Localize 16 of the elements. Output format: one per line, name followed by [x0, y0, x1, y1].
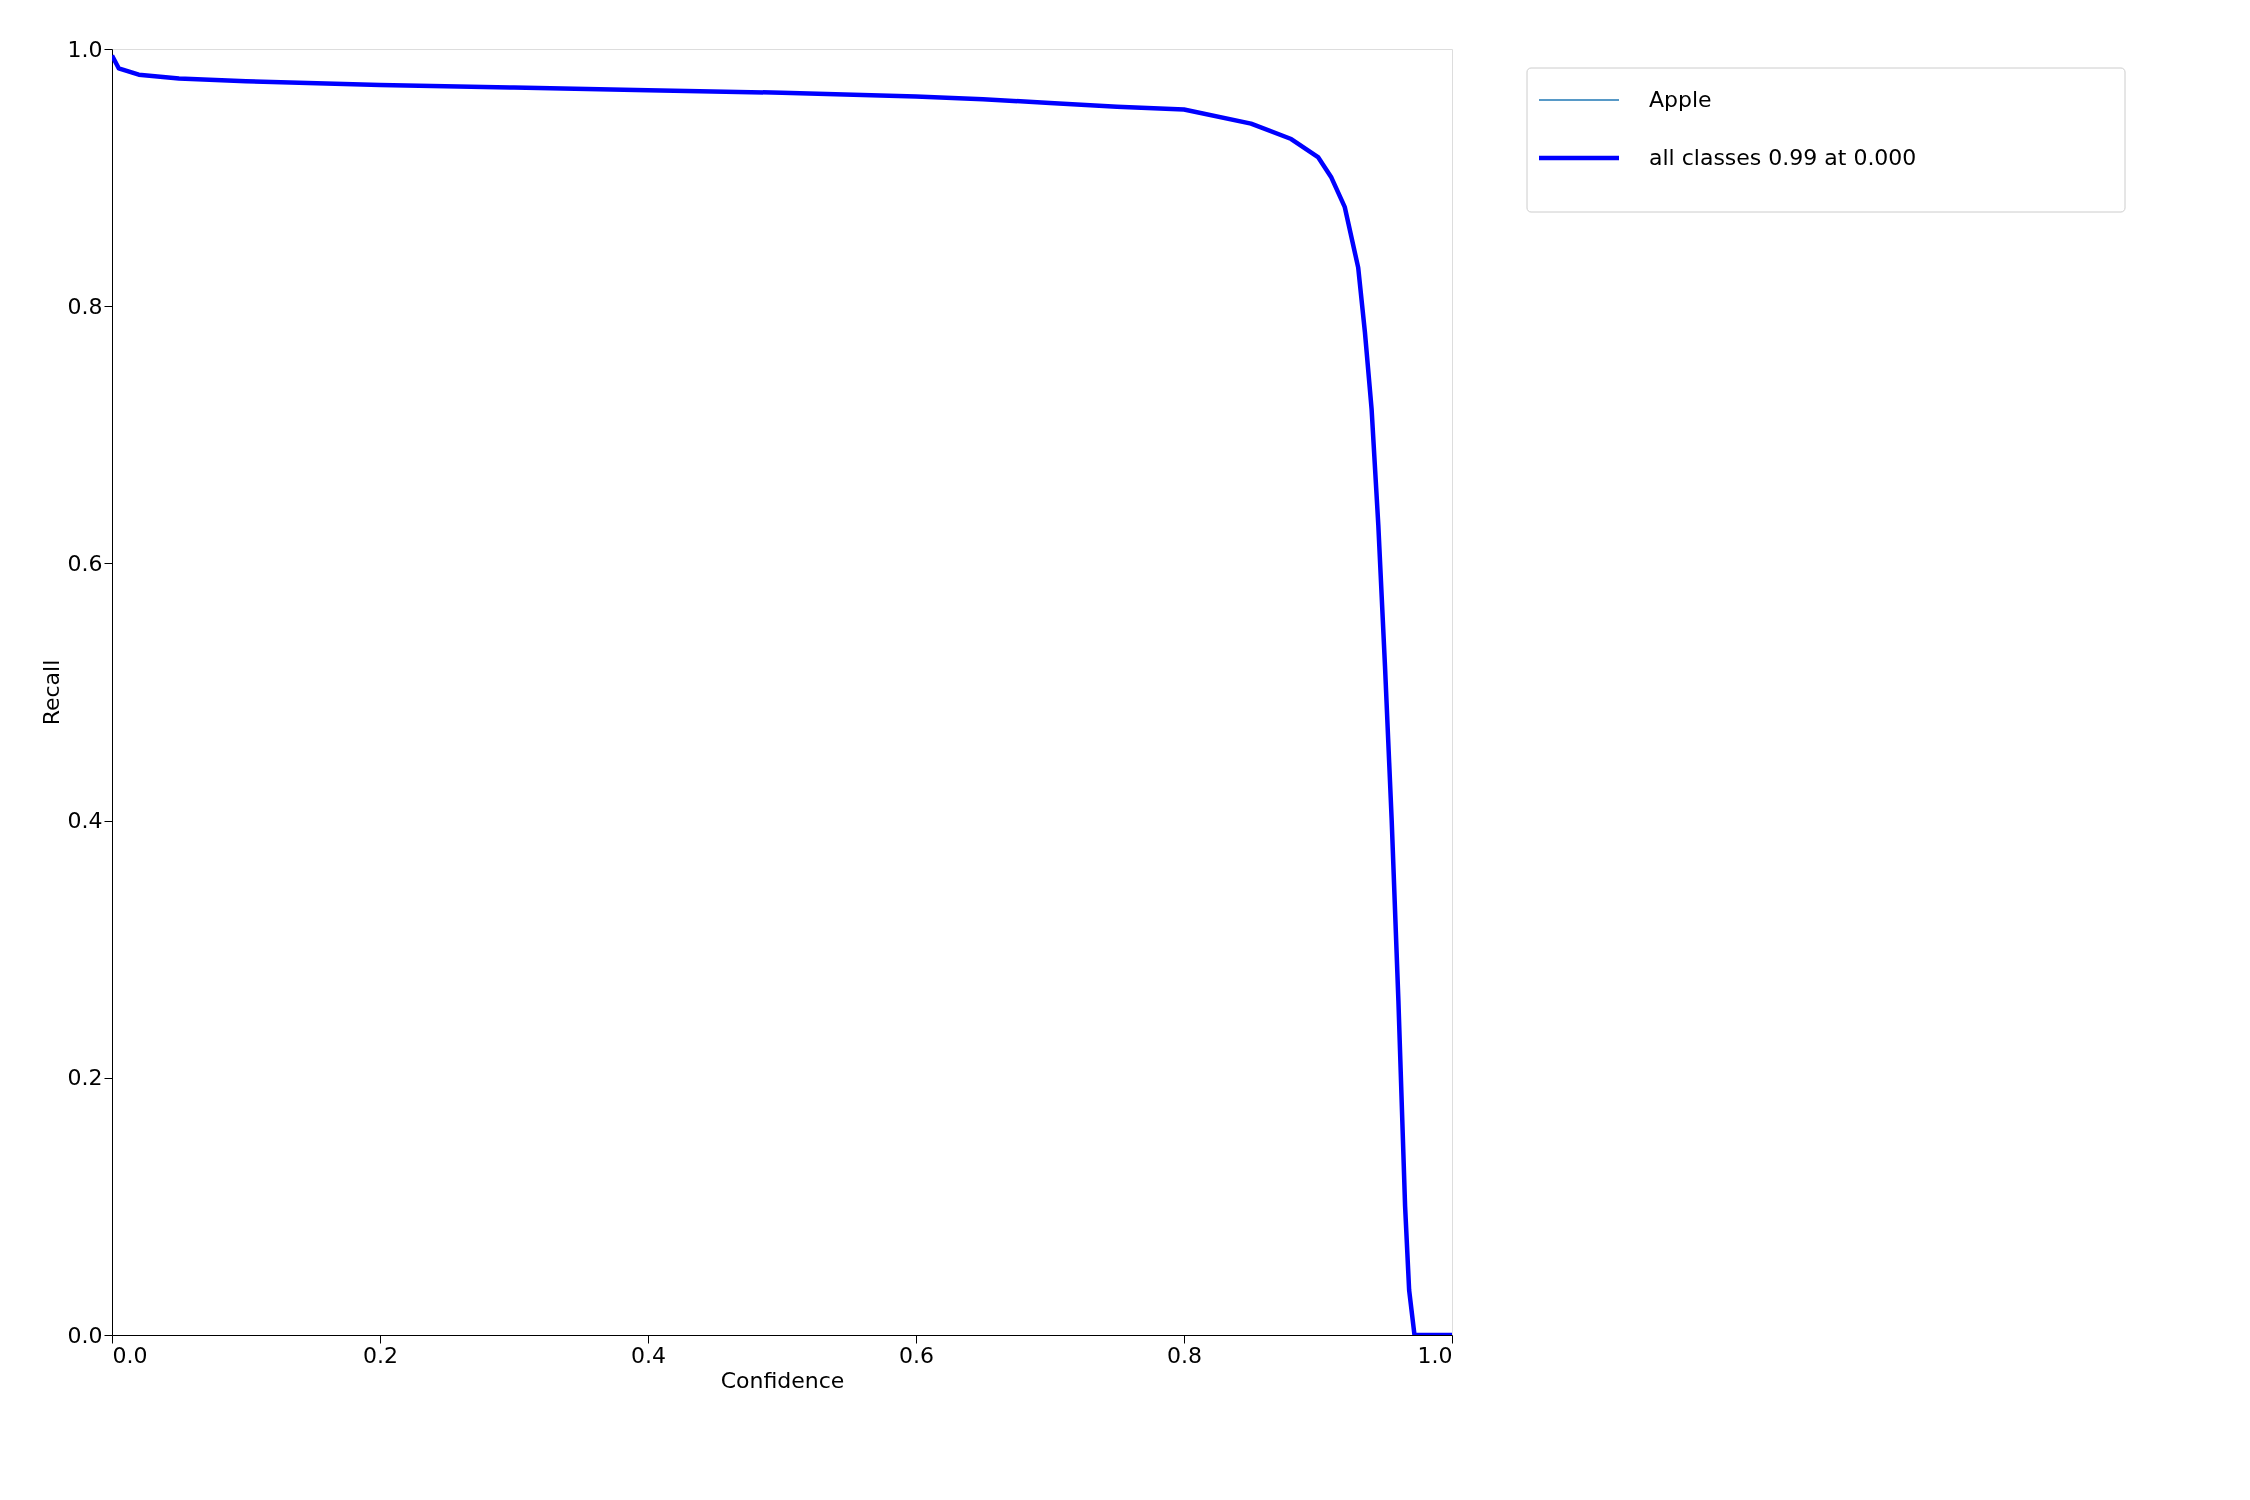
x-tick-label: 0.8 [1167, 1342, 1202, 1368]
y-tick-label: 0.6 [67, 550, 103, 576]
legend-label: Apple [1649, 87, 1712, 112]
y-tick-label: 1.0 [67, 36, 103, 62]
y-tick-label: 0.8 [67, 293, 103, 319]
x-axis-title: Confidence [720, 1367, 845, 1393]
x-tick-label: 0.0 [112, 1342, 148, 1368]
x-tick-label: 0.6 [899, 1342, 934, 1368]
y-axis-title: Recall [38, 659, 64, 726]
y-tick-label: 0.4 [67, 808, 103, 834]
x-tick-label: 0.4 [631, 1342, 666, 1368]
y-tick-label: 0.0 [67, 1322, 103, 1348]
x-tick-label: 0.2 [363, 1342, 398, 1368]
y-tick-label: 0.2 [67, 1065, 103, 1091]
x-tick-label: 1.0 [1417, 1342, 1453, 1368]
legend-label: all classes 0.99 at 0.000 [1649, 145, 1917, 170]
